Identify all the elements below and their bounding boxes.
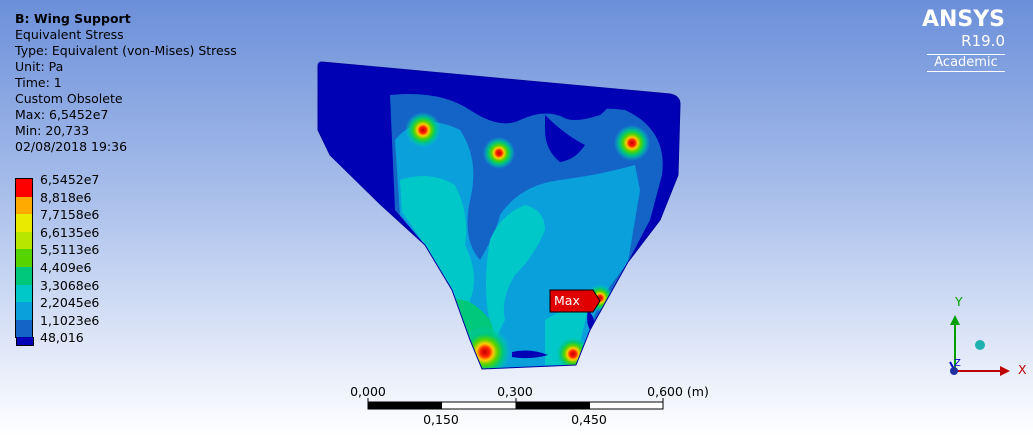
logo-brand: ANSYS (921, 7, 1005, 32)
stress-contour-plot (318, 62, 680, 369)
legend-label: 2,2045e6 (40, 295, 100, 311)
triad-z-label: Z (954, 358, 961, 369)
info-line: 02/08/2018 19:36 (15, 139, 128, 154)
legend-swatch-min (16, 337, 34, 347)
legend-swatch (16, 302, 32, 320)
scale-label-150: 0,150 (423, 412, 459, 427)
info-line: Time: 1 (15, 75, 62, 90)
info-line: Max: 6,5452e7 (15, 107, 109, 122)
legend-label: 6,6135e6 (40, 224, 100, 240)
legend-label: 48,016 (40, 330, 84, 346)
legend-label: 6,5452e7 (40, 172, 100, 187)
analysis-title: B: Wing Support (15, 11, 131, 26)
logo-edition: Academic (927, 54, 1005, 72)
legend-swatch (16, 214, 32, 232)
scale-label-300: 0,300 (497, 384, 533, 399)
info-line: Min: 20,733 (15, 123, 90, 138)
logo-version: R19.0 (961, 32, 1005, 50)
result-info: B: Wing Support Equivalent Stress Type: … (15, 11, 237, 155)
triad-x-label: X (1018, 362, 1027, 377)
legend-swatch (16, 196, 32, 215)
legend-swatch (16, 179, 32, 197)
legend-label: 8,818e6 (40, 189, 92, 205)
triad-y-label: Y (955, 294, 963, 309)
info-line: Custom Obsolete (15, 91, 123, 106)
legend-swatches (15, 178, 33, 339)
info-line: Equivalent Stress (15, 27, 124, 42)
legend-swatch (16, 284, 32, 303)
legend-swatch (16, 231, 32, 250)
part-outline (317, 61, 681, 370)
info-line: Type: Equivalent (von-Mises) Stress (15, 43, 237, 58)
max-probe-label: Max (554, 293, 580, 308)
max-probe-tag[interactable] (549, 289, 601, 313)
legend-swatch (16, 319, 32, 338)
legend-label: 4,409e6 (40, 260, 92, 275)
legend-label: 7,7158e6 (40, 207, 100, 223)
legend-label: 1,1023e6 (40, 312, 100, 328)
legend-label: 5,5113e6 (40, 242, 100, 258)
legend-swatch (16, 266, 32, 285)
legend-swatch (16, 249, 32, 267)
ansys-logo: ANSYS R19.0 Academic (922, 8, 1005, 72)
scale-label-600: 0,600 (m) (647, 384, 709, 399)
scale-label-0: 0,000 (350, 384, 386, 399)
info-line: Unit: Pa (15, 59, 64, 74)
legend-label: 3,3068e6 (40, 277, 100, 293)
scale-label-450: 0,450 (571, 412, 607, 427)
